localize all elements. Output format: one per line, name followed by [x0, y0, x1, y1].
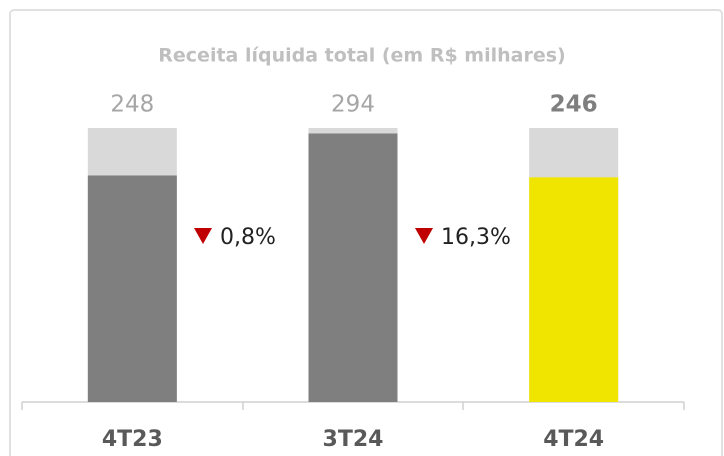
annotation: 16,3%	[441, 225, 511, 250]
axis-ticks	[21, 402, 685, 410]
value-label: 248	[110, 92, 154, 118]
x-tick-label: 3T24	[323, 427, 384, 452]
x-tick-label: 4T24	[543, 427, 604, 452]
down-arrow	[194, 228, 212, 244]
bar	[87, 175, 177, 402]
bar	[529, 177, 619, 402]
annotation: 0,8%	[220, 225, 276, 250]
down-arrow	[415, 228, 433, 244]
x-tick-label: 4T23	[102, 427, 163, 452]
value-label: 246	[550, 92, 598, 118]
chart-title: Receita líquida total (em R$ milhares)	[158, 45, 565, 67]
value-label: 294	[331, 92, 375, 118]
bar	[308, 133, 398, 403]
